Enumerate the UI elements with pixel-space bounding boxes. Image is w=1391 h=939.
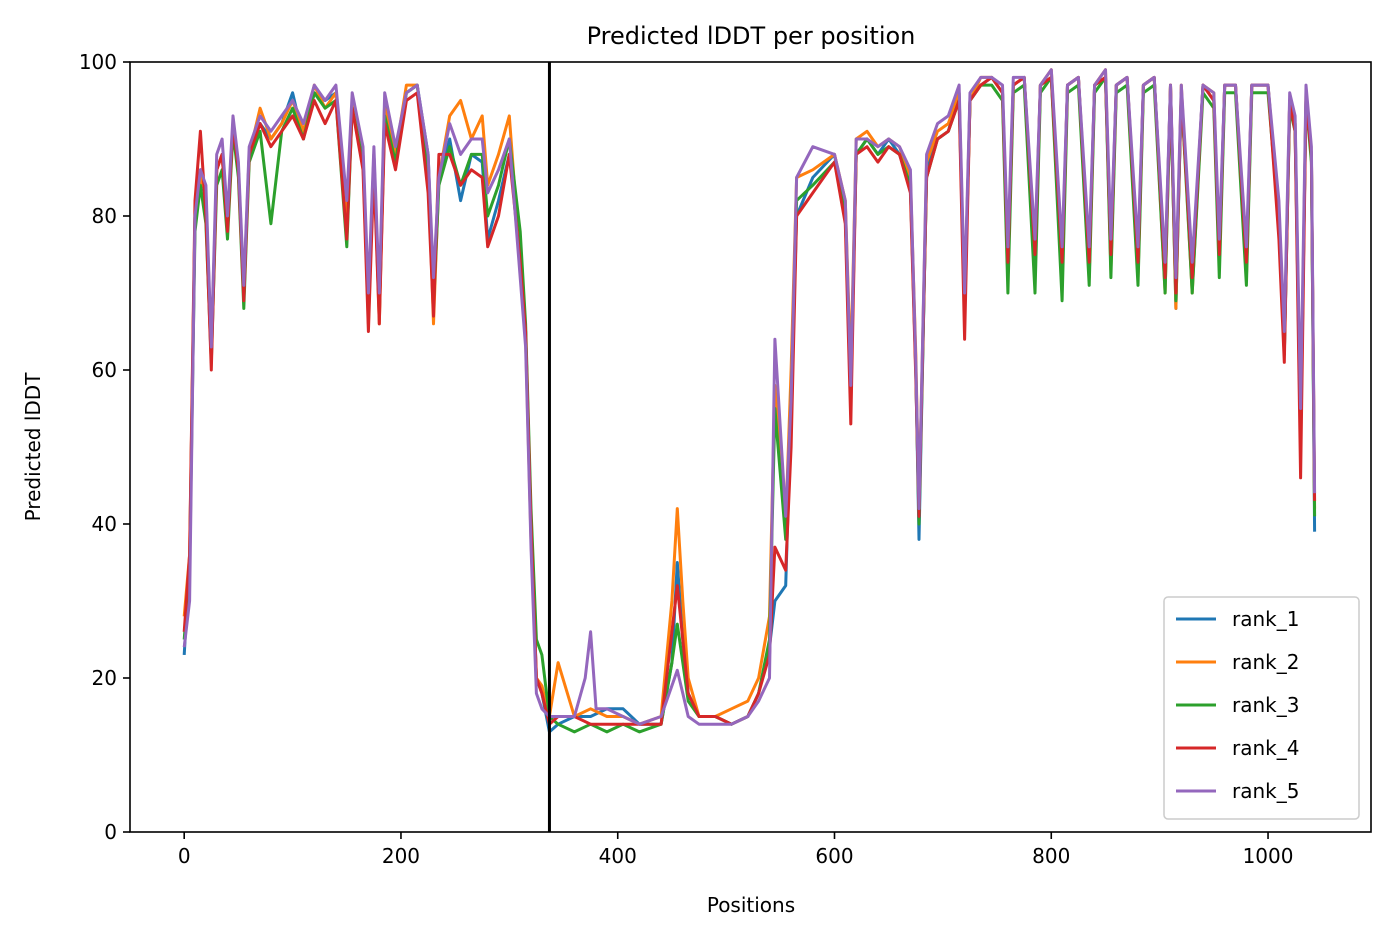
x-tick-label: 0 — [178, 844, 191, 868]
y-tick-label: 0 — [104, 820, 117, 844]
x-tick-label: 600 — [815, 844, 853, 868]
plot-frame — [129, 61, 1372, 833]
x-tick-label: 1000 — [1243, 844, 1294, 868]
y-tick-label: 20 — [92, 666, 117, 690]
x-axis-label: Positions — [707, 893, 795, 917]
legend-label: rank_2 — [1232, 650, 1299, 674]
y-tick-label: 80 — [92, 204, 117, 228]
y-tick-label: 60 — [92, 358, 117, 382]
legend: rank_1 rank_2 rank_3 rank_4 rank_5 — [1163, 596, 1360, 820]
y-tick-label: 100 — [79, 50, 117, 74]
y-tick-label: 40 — [92, 512, 117, 536]
legend-label: rank_3 — [1232, 693, 1299, 717]
chart-title: Predicted lDDT per position — [587, 22, 916, 50]
legend-label: rank_4 — [1232, 736, 1299, 760]
x-tick-label: 800 — [1032, 844, 1070, 868]
series-line-rank-5 — [182, 68, 1317, 726]
legend-label: rank_5 — [1232, 779, 1299, 803]
y-axis-label: Predicted lDDT — [21, 372, 45, 522]
x-tick-label: 400 — [599, 844, 637, 868]
legend-box — [1163, 596, 1360, 820]
legend-label: rank_1 — [1232, 607, 1299, 631]
x-tick-label: 200 — [382, 844, 420, 868]
